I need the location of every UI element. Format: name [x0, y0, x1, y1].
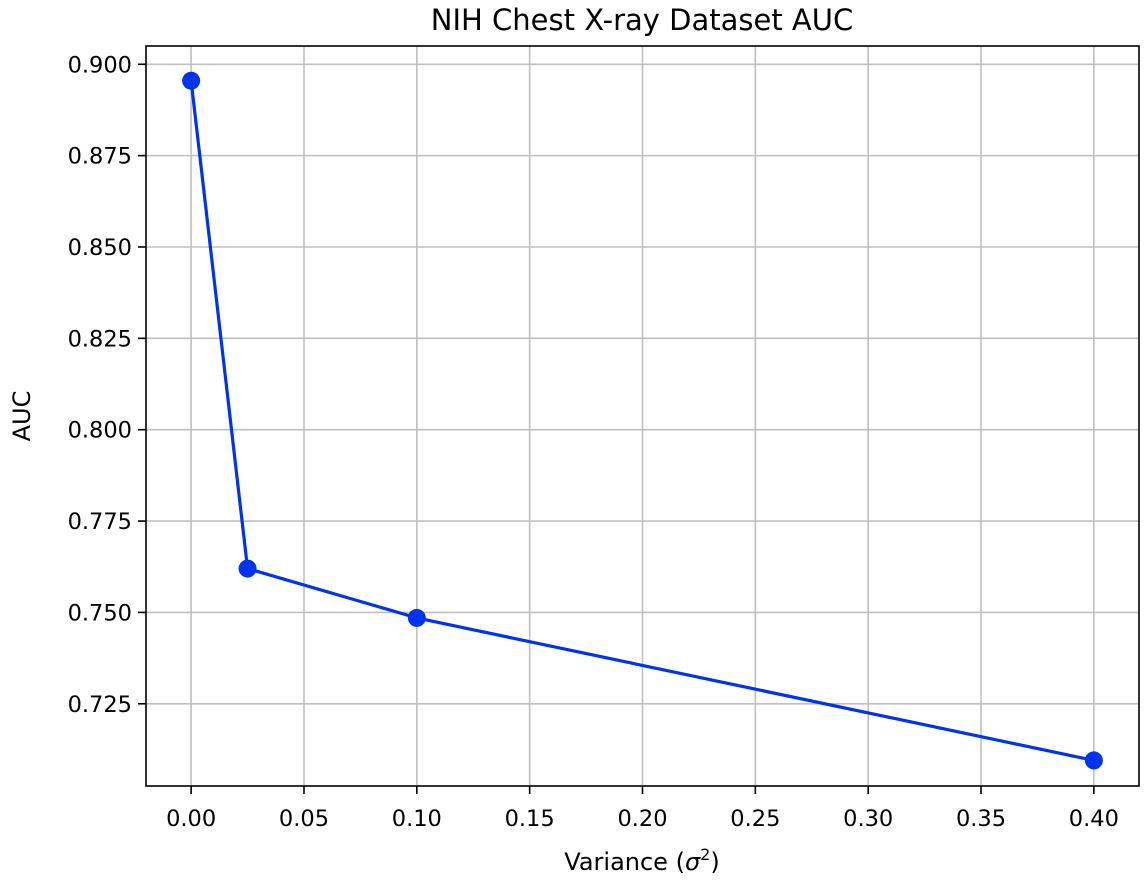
- y-tick-label: 0.750: [68, 600, 132, 626]
- x-tick-label: 0.20: [617, 806, 667, 832]
- y-tick-label: 0.800: [68, 418, 132, 444]
- x-tick-label: 0.25: [730, 806, 780, 832]
- y-tick-label: 0.725: [68, 692, 132, 718]
- x-tick-label: 0.30: [843, 806, 893, 832]
- y-tick-label: 0.825: [68, 326, 132, 352]
- data-point: [182, 71, 201, 90]
- x-tick-label: 0.00: [166, 806, 216, 832]
- x-axis-label: Variance (σ2): [564, 845, 719, 876]
- x-axis-ticks: 0.00 0.05 0.10 0.15 0.20 0.25 0.30 0.35 0.40: [166, 786, 1119, 832]
- data-point: [407, 608, 426, 627]
- series-layer: [182, 71, 1103, 770]
- y-axis-ticks: 0.725 0.750 0.775 0.800 0.825 0.850 0.875 0.900: [68, 52, 146, 718]
- y-tick-label: 0.900: [68, 52, 132, 78]
- y-tick-label: 0.875: [68, 144, 132, 170]
- data-point: [238, 559, 257, 578]
- series-line: [189, 80, 1095, 762]
- data-point: [1084, 751, 1103, 770]
- x-tick-label: 0.15: [505, 806, 555, 832]
- x-tick-label: 0.40: [1069, 806, 1119, 832]
- y-tick-label: 0.775: [68, 509, 132, 535]
- x-tick-label: 0.35: [956, 806, 1006, 832]
- y-axis-label: AUC: [8, 391, 36, 442]
- chart-title: NIH Chest X-ray Dataset AUC: [431, 3, 854, 37]
- grid-lines: [146, 46, 1139, 786]
- y-tick-label: 0.850: [68, 235, 132, 261]
- x-tick-label: 0.10: [392, 806, 442, 832]
- x-tick-label: 0.05: [279, 806, 329, 832]
